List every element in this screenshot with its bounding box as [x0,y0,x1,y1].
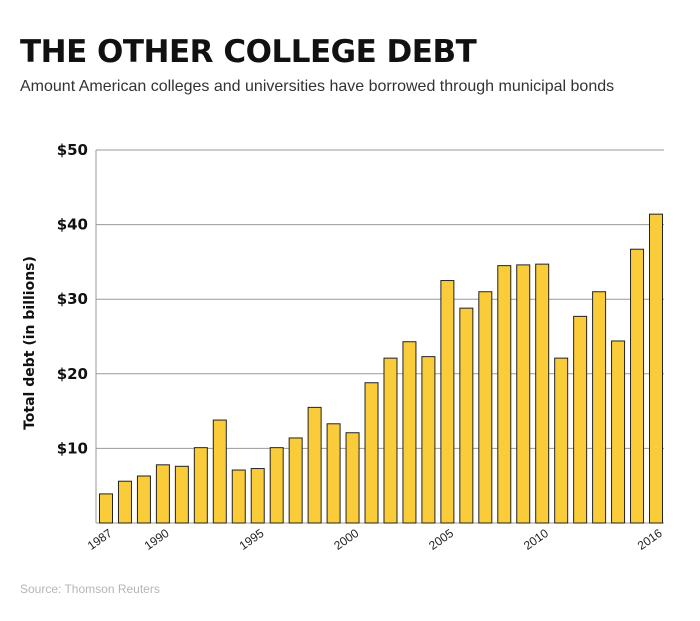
bar-1987 [99,493,113,524]
bar-2016 [649,213,663,524]
bar-2003 [402,341,417,524]
x-tick-label: 1990 [142,526,172,553]
y-tick-label: $50 [57,141,88,159]
y-tick-label: $20 [57,365,88,383]
chart-title: THE OTHER COLLEGE DEBT [20,34,477,70]
bar-2004 [421,356,436,524]
bar-2002 [383,357,398,524]
bar-2009 [516,264,531,524]
x-tick-label: 2005 [426,526,456,553]
bar-2015 [630,248,645,524]
y-axis-ticks: $10 $20 $30 $40 $50 [57,141,88,457]
bar-1994 [231,469,246,524]
y-tick-label: $40 [57,216,88,234]
bar-2007 [478,291,493,524]
bar-1991 [174,465,189,524]
bar-1997 [288,437,303,524]
bar-2005 [440,280,455,524]
x-tick-label: 2000 [331,526,361,553]
bars [99,213,663,524]
bar-2013 [592,291,607,524]
bar-2014 [611,340,626,524]
y-tick-label: $30 [57,290,88,308]
bar-1988 [117,480,132,524]
bar-2006 [459,307,474,524]
bar-1992 [193,447,208,524]
bar-2001 [364,382,379,524]
bar-1989 [136,475,151,524]
y-axis-label: Total debt (in billions) [22,256,38,430]
bar-2011 [554,357,569,524]
bar-2012 [573,315,588,524]
x-tick-label: 2010 [521,526,551,553]
bar-1996 [269,447,284,524]
x-tick-label: 1987 [85,526,115,553]
y-tick-label: $10 [57,439,88,457]
bar-2010 [535,263,550,524]
x-axis-ticks: 1987 1990 1995 2000 2005 2010 2016 [85,526,665,553]
x-tick-label: 2016 [635,526,665,553]
bar-2000 [345,432,360,524]
bar-1993 [212,419,227,524]
bar-1999 [326,423,341,524]
chart-subtitle: Amount American colleges and universitie… [20,78,615,95]
bar-1990 [155,464,170,524]
bar-2008 [497,265,512,524]
gridlines [95,149,664,524]
source-note: Source: Thomson Reuters [20,582,160,596]
bar-1995 [250,468,265,524]
bar-1998 [307,406,322,524]
x-tick-label: 1995 [237,526,267,553]
